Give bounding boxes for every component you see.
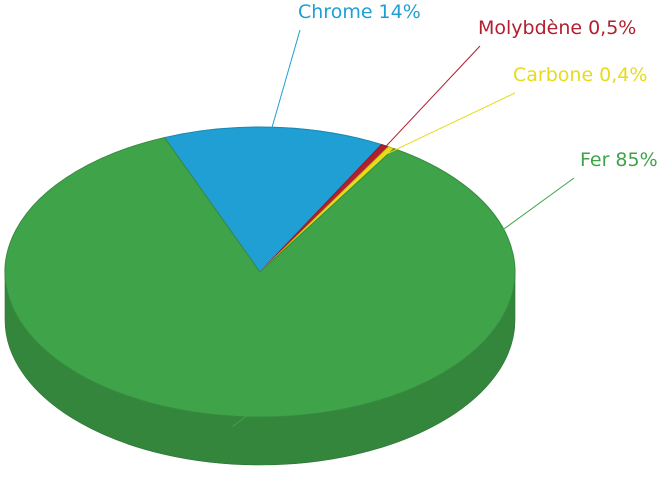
value-label: 0,4%: [599, 64, 647, 86]
slice: [4, 136, 516, 418]
leader-line: [380, 45, 481, 152]
value-label: 14%: [379, 1, 421, 23]
slice-label: Carbone 0,4%: [513, 64, 647, 86]
slice-label: Fer 85%: [580, 149, 658, 171]
leader-line: [269, 29, 301, 134]
category-label: Molybdène: [478, 17, 582, 39]
category-label: Fer: [580, 149, 610, 171]
value-label: 85%: [615, 149, 657, 171]
value-label: 0,5%: [588, 17, 636, 39]
category-label: Chrome: [298, 1, 373, 23]
slice-label: Chrome 14%: [298, 1, 421, 23]
leader-line: [387, 92, 516, 155]
leader-line: [232, 177, 575, 427]
category-label: Carbone: [513, 64, 593, 86]
slice: [163, 126, 383, 273]
slice-label: Molybdène 0,5%: [478, 17, 636, 39]
